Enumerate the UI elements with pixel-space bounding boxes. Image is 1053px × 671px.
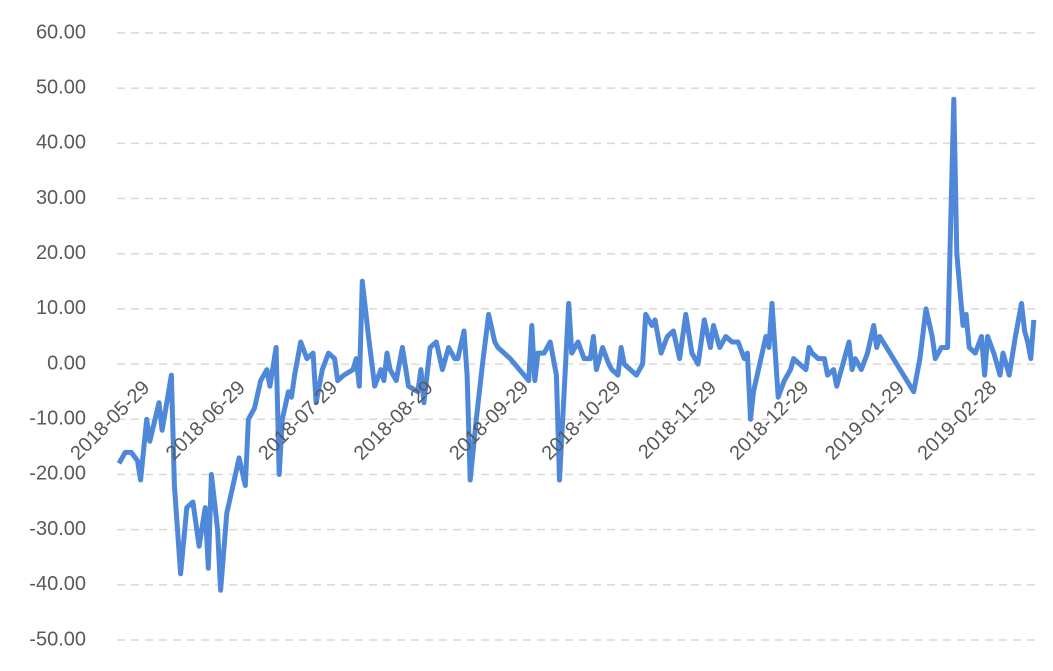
y-tick-label: -40.00 — [29, 573, 86, 595]
data-line — [116, 96, 1037, 593]
y-tick-label: 30.00 — [36, 187, 86, 209]
y-tick-label: -50.00 — [29, 628, 86, 650]
x-tick-label: 2018-12-29 — [726, 377, 814, 465]
x-tick-label: 2018-11-29 — [634, 377, 721, 464]
y-tick-label: 0.00 — [47, 352, 86, 374]
y-tick-label: -10.00 — [29, 408, 86, 430]
x-tick-label: 2018-09-29 — [445, 377, 533, 465]
x-tick-label: 2019-02-28 — [913, 377, 1001, 465]
x-tick-label: 2018-07-29 — [254, 377, 342, 465]
x-tick-label: 2018-10-29 — [538, 377, 626, 465]
y-tick-label: -20.00 — [29, 463, 86, 485]
x-tick-label: 2018-08-29 — [350, 377, 438, 465]
y-tick-label: 40.00 — [36, 132, 86, 154]
y-tick-label: 50.00 — [36, 76, 86, 98]
y-tick-label: 20.00 — [36, 242, 86, 264]
y-tick-label: 10.00 — [36, 297, 86, 319]
x-tick-label: 2019-01-29 — [821, 377, 909, 465]
y-tick-label: 60.00 — [36, 21, 86, 43]
y-tick-label: -30.00 — [29, 518, 86, 540]
